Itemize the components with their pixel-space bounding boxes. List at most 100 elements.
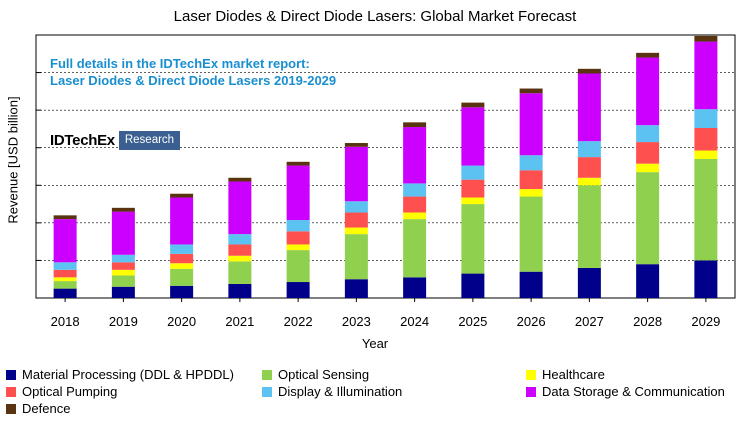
bar-segment (111, 207, 135, 212)
bar-segment (461, 102, 485, 108)
plot-area (35, 34, 736, 299)
bar-segment (403, 219, 427, 278)
bar-segment (577, 73, 601, 142)
bar-segment (403, 196, 427, 213)
bar-segment (636, 52, 660, 58)
bar-segment (636, 172, 660, 265)
bar-segment (519, 155, 543, 171)
bar-segment (636, 264, 660, 298)
bar-segment (403, 122, 427, 128)
bar-segment (170, 197, 194, 245)
bar-segment (403, 127, 427, 184)
report-note-line-2: Laser Diodes & Direct Diode Lasers 2019-… (50, 73, 337, 88)
bar-segment (53, 215, 77, 220)
bar-segment (111, 254, 135, 263)
bar-segment (228, 244, 252, 256)
bar-segment (286, 231, 310, 245)
x-tick-label: 2018 (51, 314, 80, 329)
bar-segment (344, 201, 368, 213)
bar-segment (228, 261, 252, 284)
x-tick-label: 2020 (167, 314, 196, 329)
x-tick-label: 2026 (517, 314, 546, 329)
bar-segment (53, 281, 77, 289)
bar-segment (286, 165, 310, 221)
bar-segment (111, 262, 135, 270)
bar-segment (519, 88, 543, 94)
bar-segment (111, 286, 135, 298)
x-tick-label: 2022 (284, 314, 313, 329)
bar-segment (577, 141, 601, 158)
bar-segment (694, 150, 718, 159)
bar-segment (577, 185, 601, 268)
bar-segment (53, 277, 77, 282)
bar-segment (286, 282, 310, 298)
bar-segment (519, 271, 543, 298)
report-note-line-1: Full details in the IDTechEx market repo… (50, 56, 310, 71)
bar-segment (403, 277, 427, 298)
bar-segment (344, 146, 368, 202)
bar-segment (170, 285, 194, 298)
bar-segment (286, 161, 310, 166)
bar-segment (461, 165, 485, 180)
chart-title: Laser Diodes & Direct Diode Lasers: Glob… (173, 8, 577, 25)
bar-segment (403, 183, 427, 197)
report-note: Full details in the IDTechEx market repo… (50, 55, 336, 89)
bar-segment (461, 197, 485, 205)
idtechex-logo: IDTechEx Research (50, 131, 181, 150)
bar-segment (170, 244, 194, 254)
bar-segment (170, 263, 194, 269)
brand-tag: Research (118, 131, 181, 150)
brand-name: IDTechEx (50, 132, 115, 149)
bar-segment (344, 279, 368, 298)
bar-segment (286, 244, 310, 251)
bar-segment (694, 260, 718, 298)
x-tick-label: 2024 (400, 314, 429, 329)
bar-segment (461, 273, 485, 298)
bar-segment (461, 179, 485, 198)
bar-segment (694, 109, 718, 128)
bar-segment (694, 158, 718, 261)
x-tick-label: 2025 (458, 314, 487, 329)
bar-segment (53, 219, 77, 263)
bar-segment (228, 177, 252, 182)
x-tick-label: 2021 (225, 314, 254, 329)
y-axis-label: Revenue [USD billion] (5, 96, 21, 224)
bar-segment (461, 204, 485, 274)
bar-segment (286, 250, 310, 283)
bar-segment (111, 211, 135, 255)
x-axis-label: Year (361, 336, 389, 351)
bar-segment (228, 234, 252, 245)
x-tick-label: 2023 (342, 314, 371, 329)
bar-segment (577, 177, 601, 186)
bar-segment (694, 127, 718, 151)
bar-segment (53, 262, 77, 270)
bar-segment (111, 269, 135, 276)
bar-segment (519, 93, 543, 156)
bar-segment (461, 107, 485, 166)
bar-segment (111, 275, 135, 287)
bar-segment (170, 193, 194, 198)
bar-segment (403, 212, 427, 220)
bar-segment (53, 269, 77, 278)
bar-segment (694, 41, 718, 110)
bar-segment (344, 212, 368, 228)
bar-segment (286, 220, 310, 232)
bar-segment (344, 143, 368, 147)
bar-segment (170, 253, 194, 264)
bar-segment (344, 227, 368, 235)
x-tick-label: 2027 (575, 314, 604, 329)
x-tick-label: 2028 (633, 314, 662, 329)
bar-segment (228, 181, 252, 235)
bar-segment (519, 170, 543, 190)
bar-segment (170, 268, 194, 286)
bar-segment (228, 255, 252, 262)
bar-segment (519, 196, 543, 272)
x-tick-label: 2019 (109, 314, 138, 329)
bar-segment (694, 35, 718, 42)
bar-segment (577, 68, 601, 74)
bar-segment (344, 234, 368, 280)
bar-segment (636, 57, 660, 126)
bar-segment (636, 125, 660, 143)
bar-segment (228, 283, 252, 298)
